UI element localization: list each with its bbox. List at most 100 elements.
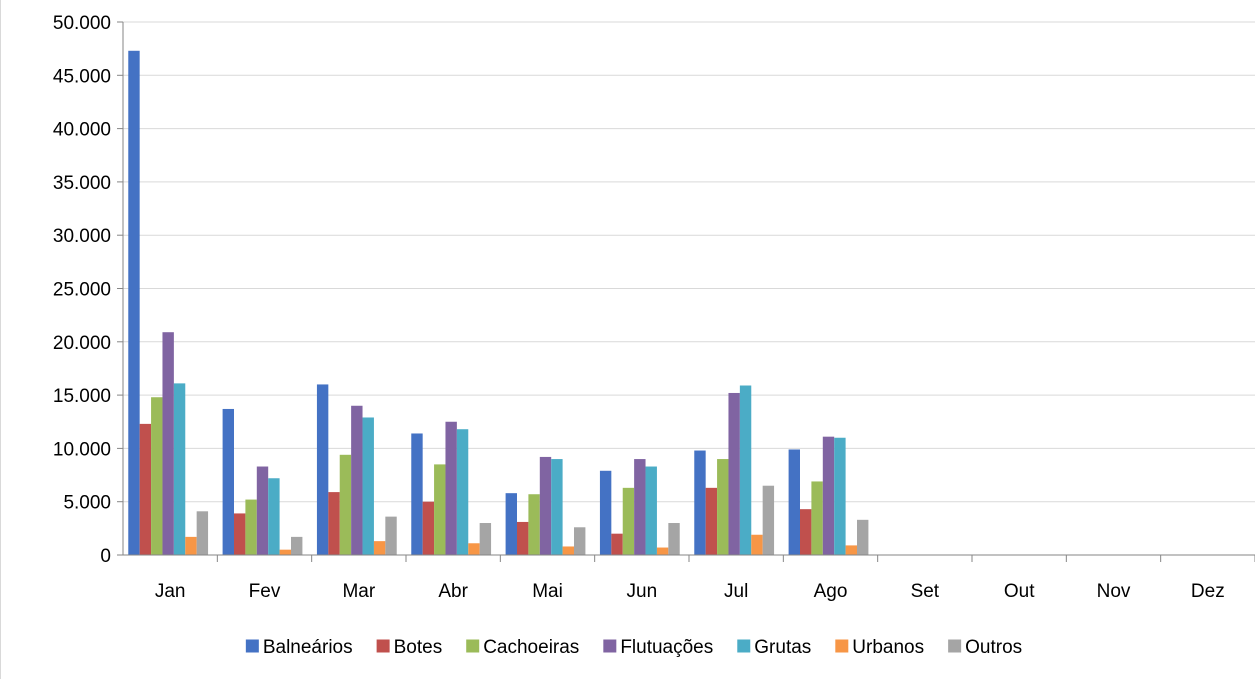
legend-swatch — [737, 639, 751, 653]
bar-urbanos-ago — [845, 545, 857, 555]
bar-botes-jan — [139, 423, 152, 555]
legend-label: Urbanos — [852, 637, 924, 658]
bar-urbanos-mar — [373, 541, 386, 555]
legend-entry-outros: Outros — [948, 637, 1022, 658]
bar-urbanos-jun — [656, 547, 669, 555]
legend-label: Botes — [394, 637, 443, 658]
bar-outros-jul — [762, 485, 775, 555]
x-tick-label: Jun — [627, 581, 658, 602]
bar-balneários-jul — [694, 450, 706, 555]
y-tick-label: 35.000 — [53, 173, 111, 194]
bar-urbanos-jan — [185, 536, 197, 555]
bar-outros-fev — [291, 536, 303, 555]
legend-label: Cachoeiras — [483, 637, 579, 658]
legend-label: Grutas — [754, 637, 811, 658]
legend-swatch — [603, 639, 617, 653]
bar-outros-jan — [196, 511, 209, 555]
bar-balneários-fev — [222, 408, 234, 555]
bar-urbanos-fev — [279, 549, 291, 555]
bar-cachoeiras-ago — [811, 481, 823, 555]
x-tick-label: Out — [1004, 581, 1035, 602]
x-axis-tick-labels: Jan Fev Mar Abr Mai Jun Jul Ago Set Out Nov Dez — [155, 581, 1225, 602]
bar-botes-jul — [705, 487, 718, 555]
bar-flutuações-abr — [445, 421, 457, 555]
bar-grutas-mai — [551, 459, 563, 555]
x-tick-label: Jul — [724, 581, 748, 602]
bars — [128, 50, 869, 555]
bar-outros-mai — [574, 527, 586, 555]
x-tick-label: Ago — [814, 581, 848, 602]
legend-entry-flutuações: Flutuações — [603, 637, 713, 658]
y-tick-label: 50.000 — [53, 13, 111, 34]
legend-swatch — [376, 639, 390, 653]
legend-swatch — [245, 639, 259, 653]
bar-grutas-ago — [834, 437, 846, 555]
bar-cachoeiras-abr — [434, 464, 446, 555]
bar-outros-mar — [385, 516, 397, 555]
bar-grutas-jun — [645, 466, 657, 555]
bar-outros-ago — [857, 519, 869, 555]
bar-botes-ago — [800, 509, 812, 555]
x-tick-label: Dez — [1191, 581, 1225, 602]
x-tick-label: Set — [911, 581, 940, 602]
legend-swatch — [948, 639, 962, 653]
bar-cachoeiras-fev — [245, 499, 257, 555]
legend-entry-urbanos: Urbanos — [835, 637, 924, 658]
y-tick-label: 5.000 — [63, 493, 111, 514]
bar-balneários-jun — [599, 470, 612, 555]
bar-grutas-jul — [739, 385, 752, 555]
legend: Balneários Botes Cachoeiras Flutuações Gruta… — [245, 637, 1022, 658]
bar-flutuações-jan — [162, 332, 174, 555]
bar-balneários-mai — [505, 493, 517, 555]
bar-outros-abr — [479, 523, 492, 555]
bar-cachoeiras-jul — [717, 459, 729, 555]
y-tick-label: 45.000 — [53, 66, 111, 87]
bar-urbanos-mai — [562, 546, 574, 555]
legend-label: Balneários — [263, 637, 353, 658]
legend-label: Flutuações — [620, 637, 713, 658]
bar-balneários-mar — [316, 384, 329, 555]
x-tick-label: Mai — [532, 581, 563, 602]
bar-balneários-ago — [788, 449, 800, 555]
x-tick-label: Abr — [438, 581, 468, 602]
legend-entry-botes: Botes — [376, 637, 443, 658]
y-tick-label: 10.000 — [53, 439, 111, 460]
legend-entry-balneários: Balneários — [245, 637, 353, 658]
bar-botes-fev — [234, 513, 246, 555]
y-axis-tick-labels: 0 5.000 10.000 15.000 20.000 25.000 30.000 35.0… — [53, 13, 111, 567]
bar-cachoeiras-jan — [151, 397, 163, 555]
legend-label: Outros — [965, 637, 1022, 658]
x-tick-label: Mar — [342, 581, 375, 602]
bar-cachoeiras-mar — [339, 454, 352, 555]
bar-flutuações-fev — [256, 466, 269, 555]
bar-grutas-abr — [456, 429, 469, 555]
legend-entry-cachoeiras: Cachoeiras — [466, 637, 579, 658]
bar-botes-mai — [517, 521, 529, 555]
bar-flutuações-jun — [634, 459, 646, 555]
bar-botes-jun — [611, 533, 623, 555]
bar-botes-abr — [422, 501, 435, 555]
bar-cachoeiras-mai — [528, 494, 540, 555]
x-axis — [117, 21, 1255, 562]
legend-swatch — [466, 639, 480, 653]
bar-urbanos-jul — [751, 534, 763, 555]
bar-grutas-fev — [268, 478, 280, 555]
bar-balneários-abr — [411, 433, 423, 555]
bar-grutas-jan — [173, 383, 186, 555]
bar-outros-jun — [668, 523, 680, 555]
bar-balneários-jan — [128, 50, 140, 555]
bar-flutuações-mar — [351, 405, 363, 555]
bar-flutuações-jul — [728, 392, 740, 555]
x-tick-label: Fev — [249, 581, 281, 602]
x-tick-label: Nov — [1097, 581, 1131, 602]
legend-swatch — [835, 639, 849, 653]
y-tick-label: 15.000 — [53, 386, 111, 407]
y-tick-label: 25.000 — [53, 280, 111, 301]
x-tick-label: Jan — [155, 581, 186, 602]
bar-flutuações-ago — [822, 436, 835, 555]
bar-grutas-mar — [362, 417, 374, 555]
y-tick-label: 40.000 — [53, 120, 111, 141]
bar-flutuações-mai — [539, 456, 552, 555]
